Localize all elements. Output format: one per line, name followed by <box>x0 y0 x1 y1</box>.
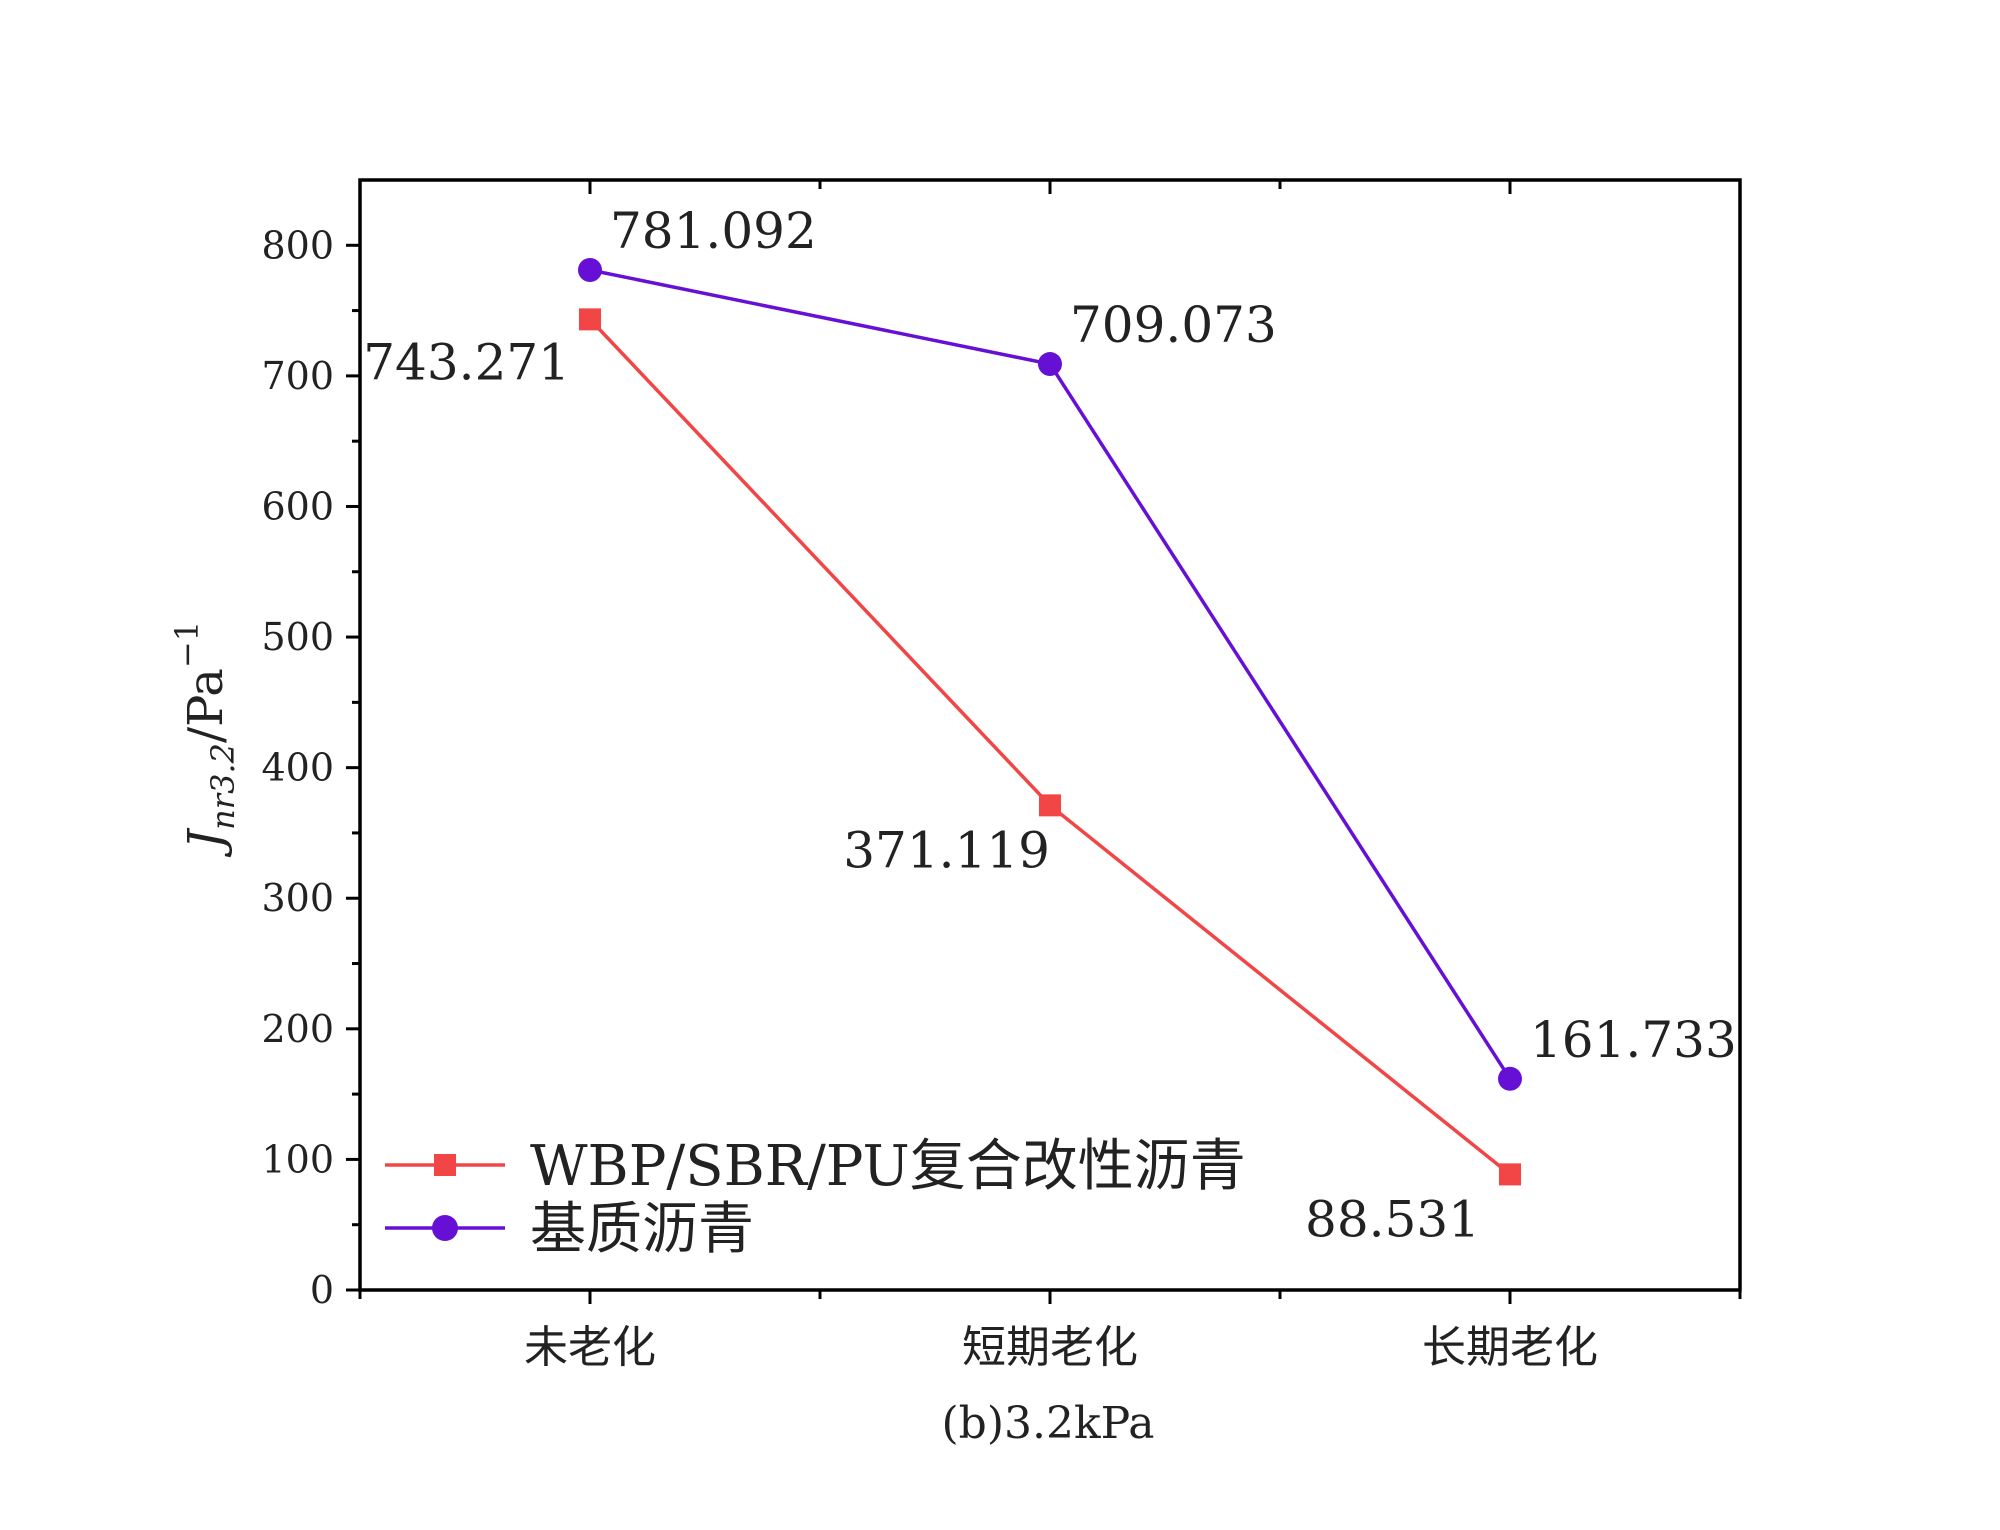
legend-marker-circle <box>432 1215 458 1241</box>
y-axis-title-unit: /Pa <box>178 668 234 743</box>
y-tick-label: 400 <box>261 746 334 790</box>
y-axis-ticks: 0 100 200 300 400 500 600 700 800 <box>261 223 360 1312</box>
y-tick-label: 300 <box>261 876 334 920</box>
x-axis-ticks: 未老化 短期老化 长期老化 <box>358 180 1742 1373</box>
series-line <box>589 268 1512 1080</box>
x-tick-label: 短期老化 <box>962 1322 1138 1373</box>
data-point-square <box>579 308 601 331</box>
data-label: 371.119 <box>843 821 1050 879</box>
legend-marker-square <box>434 1154 456 1176</box>
series-lines <box>588 268 1512 1176</box>
data-point-circle <box>578 257 602 282</box>
y-axis-title: Jnr3.2/Pa−1 <box>168 621 242 858</box>
legend-label: WBP/SBR/PU复合改性沥青 <box>530 1134 1246 1199</box>
y-tick-label: 700 <box>261 354 334 398</box>
y-tick-label: 800 <box>261 223 334 267</box>
data-labels: 743.271 371.119 88.531 781.092 709.073 161.73… <box>363 202 1737 1248</box>
data-point-square <box>1499 1163 1521 1186</box>
data-label: 781.092 <box>610 202 817 260</box>
y-axis-title-sup: −1 <box>168 621 206 668</box>
y-tick-label: 600 <box>261 484 334 528</box>
y-tick-label: 500 <box>261 615 334 659</box>
y-axis-title-main: J <box>178 827 234 858</box>
x-axis-title: (b)3.2kPa <box>942 1398 1155 1449</box>
y-tick-label: 200 <box>261 1007 334 1051</box>
data-point-circle <box>1498 1066 1522 1091</box>
y-axis-title-sub: nr3.2 <box>204 743 242 830</box>
data-point-circle <box>1038 352 1062 377</box>
data-label: 88.531 <box>1305 1190 1480 1248</box>
data-label: 709.073 <box>1070 296 1277 354</box>
series-line <box>588 318 1512 1176</box>
legend-label: 基质沥青 <box>530 1197 754 1262</box>
data-label: 743.271 <box>363 333 570 391</box>
series-markers <box>578 257 1522 1186</box>
x-tick-label: 未老化 <box>524 1322 656 1373</box>
x-tick-label: 长期老化 <box>1422 1322 1598 1373</box>
data-point-square <box>1039 794 1061 817</box>
y-tick-label: 100 <box>261 1137 334 1181</box>
data-label: 161.733 <box>1530 1011 1737 1069</box>
y-tick-label: 0 <box>310 1268 334 1312</box>
